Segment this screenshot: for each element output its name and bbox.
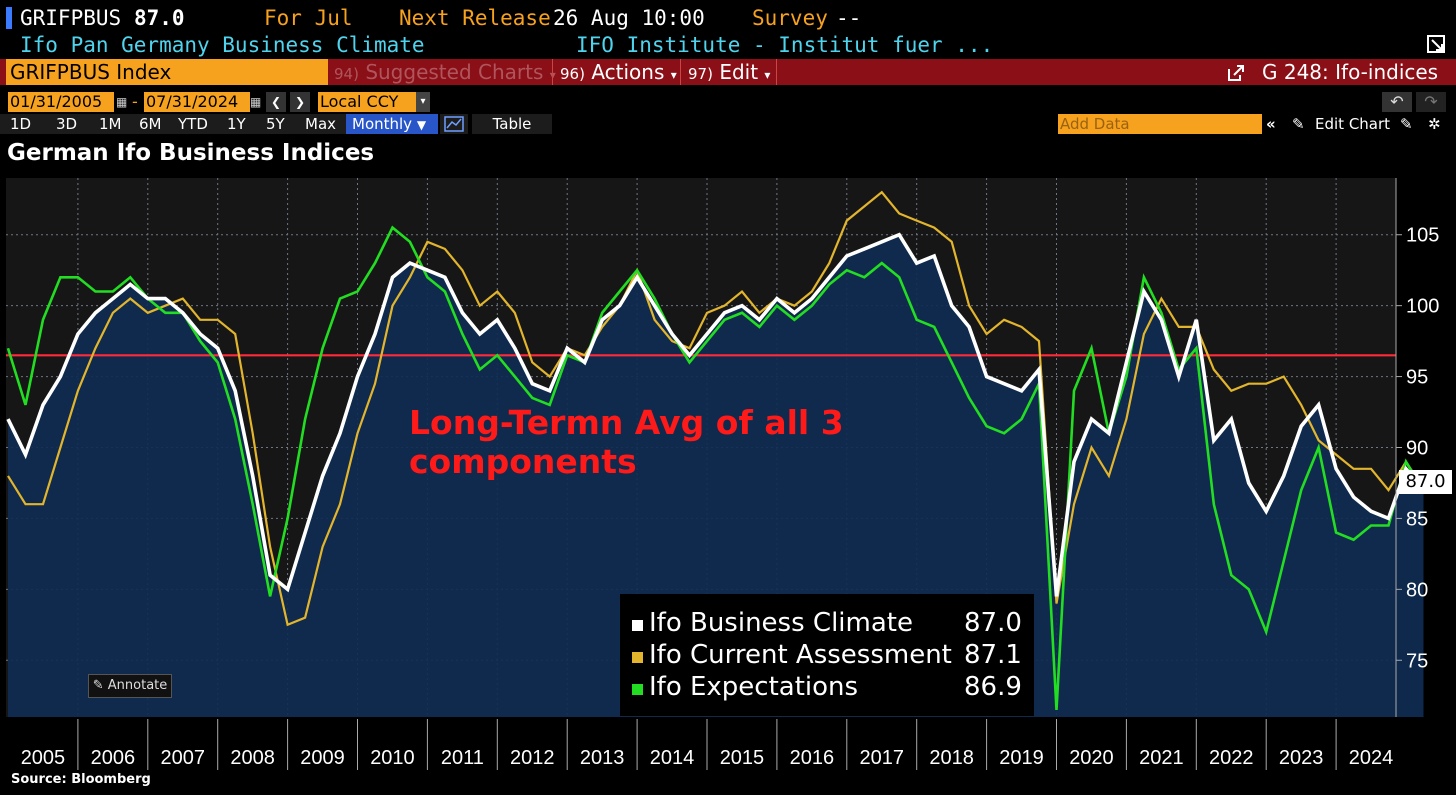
security-description: Ifo Pan Germany Business Climate IFO Ins… [0, 32, 1456, 58]
last-value: 87.0 [134, 6, 185, 30]
x-tick-label: 2010 [370, 747, 415, 769]
end-calendar-icon[interactable]: ▦ [250, 95, 262, 109]
ticker[interactable]: GRIFPBUS [20, 6, 122, 30]
legend-swatch [632, 652, 643, 663]
x-tick-label: 2018 [929, 747, 974, 769]
frequency-select[interactable]: Monthly ▼ [346, 114, 438, 134]
x-tick-label: 2011 [441, 747, 484, 769]
source-note: Source: Bloomberg [11, 772, 151, 787]
series-line-current-assessment [7, 190, 1425, 627]
x-tick-label: 2013 [580, 747, 625, 769]
legend-item-business-climate: Ifo Business Climate 87.0 [632, 608, 1032, 638]
function-toolbar: GRIFPBUS Index 94) Suggested Charts ▾ 96… [0, 59, 1456, 85]
last-value-badge: 87.0 [1399, 470, 1452, 494]
next-release-value: 26 Aug 10:00 [553, 6, 705, 30]
x-tick-label: 2024 [1349, 747, 1394, 769]
security-header: GRIFPBUS 87.0 For Jul Next Release 26 Au… [0, 4, 1456, 30]
x-tick-label: 2017 [860, 747, 905, 769]
currency-dropdown-icon[interactable]: ▾ [416, 92, 430, 112]
x-tick-label: 2023 [1279, 747, 1324, 769]
date-separator: - [132, 92, 138, 111]
gear-icon[interactable]: ✲ [1428, 115, 1441, 133]
x-axis: 2005 2006 2007 2008 2009 2010 2011 2012 2013 2014… [21, 719, 1394, 770]
legend-swatch [632, 620, 643, 631]
x-tick-label: 2012 [510, 747, 555, 769]
add-data-input[interactable]: Add Data [1058, 114, 1262, 134]
date-range-bar: 01/31/2005 ▦ - 07/31/2024 ▦ ❮ ❯ Local CC… [0, 92, 1456, 112]
x-tick-label: 2015 [720, 747, 765, 769]
x-tick-label: 2016 [790, 747, 835, 769]
period-5y[interactable]: 5Y [266, 115, 285, 133]
x-tick-label: 2007 [161, 747, 206, 769]
period-3d[interactable]: 3D [56, 115, 78, 133]
x-tick-label: 2014 [650, 747, 695, 769]
redo-icon[interactable]: ↷ [1416, 92, 1446, 112]
next-release-label: Next Release [399, 6, 551, 30]
prev-period-button[interactable]: ❮ [266, 92, 286, 112]
actions-menu[interactable]: 96) Actions ▾ [560, 60, 677, 84]
currency-select[interactable]: Local CCY [318, 92, 416, 112]
source-institute: IFO Institute - Institut fuer ... [576, 33, 994, 57]
x-tick-label: 2022 [1209, 747, 1254, 769]
security-marker-icon [6, 7, 12, 29]
survey-label: Survey [752, 6, 828, 30]
climate-area-fill [8, 234, 1424, 717]
next-period-button[interactable]: ❯ [290, 92, 310, 112]
legend-item-expectations: Ifo Expectations 86.9 [632, 672, 1032, 702]
collapse-icon[interactable]: « [1266, 115, 1276, 133]
series-line-expectations [6, 225, 1425, 710]
y-tick-label: 75 [1406, 650, 1428, 672]
x-tick-label: 2019 [999, 747, 1044, 769]
end-date-input[interactable]: 07/31/2024 [144, 92, 250, 112]
chart-id[interactable]: G 248: Ifo-indices [1262, 60, 1439, 84]
period-ytd[interactable]: YTD [178, 115, 208, 133]
line-chart-icon[interactable] [440, 114, 468, 134]
x-tick-label: 2006 [91, 747, 136, 769]
chart-settings-icon[interactable]: ✎ [1400, 115, 1413, 133]
start-date-input[interactable]: 01/31/2005 [8, 92, 114, 112]
annotate-button[interactable]: ✎ Annotate [88, 674, 172, 698]
y-tick-label: 95 [1406, 367, 1428, 389]
x-tick-label: 2020 [1069, 747, 1114, 769]
y-tick-label: 105 [1406, 225, 1439, 247]
launch-icon[interactable] [1226, 63, 1246, 83]
start-calendar-icon[interactable]: ▦ [116, 95, 128, 109]
period-bar: 1D 3D 1M 6M YTD 1Y 5Y Max Monthly ▼ Tabl… [0, 114, 1456, 136]
description: Ifo Pan Germany Business Climate [20, 33, 425, 57]
y-tick-label: 85 [1406, 508, 1428, 530]
pencil-icon: ✎ [1292, 115, 1305, 133]
survey-value: -- [836, 6, 862, 30]
undo-icon[interactable]: ↶ [1382, 92, 1412, 112]
edit-menu[interactable]: 97) Edit ▾ [688, 60, 771, 84]
x-tick-label: 2009 [300, 747, 345, 769]
suggested-charts-menu[interactable]: 94) Suggested Charts ▾ [334, 60, 556, 84]
x-tick-label: 2008 [230, 747, 275, 769]
legend-swatch [632, 684, 643, 695]
popout-icon[interactable] [1426, 34, 1448, 56]
y-tick-label: 80 [1406, 579, 1428, 601]
period-6m[interactable]: 6M [139, 115, 162, 133]
chart-title: German Ifo Business Indices [7, 140, 375, 166]
period-1y[interactable]: 1Y [227, 115, 246, 133]
table-button[interactable]: Table [472, 114, 552, 134]
average-annotation: Long-Termn Avg of all 3 components [409, 403, 844, 481]
y-tick-label: 90 [1406, 438, 1428, 460]
edit-chart-button[interactable]: Edit Chart [1315, 115, 1391, 133]
x-tick-label: 2005 [21, 747, 66, 769]
x-tick-label: 2021 [1139, 747, 1184, 769]
period-max[interactable]: Max [305, 115, 337, 133]
series-line-business-climate [6, 232, 1425, 597]
period-1d[interactable]: 1D [10, 115, 32, 133]
legend: Ifo Business Climate 87.0 Ifo Current As… [620, 594, 1034, 716]
period-label: For Jul [264, 6, 353, 30]
legend-item-current-assessment: Ifo Current Assessment 87.1 [632, 640, 1032, 670]
security-field[interactable]: GRIFPBUS Index [6, 59, 328, 85]
y-tick-label: 100 [1406, 296, 1439, 318]
period-1m[interactable]: 1M [99, 115, 122, 133]
y-axis: 75 80 85 90 95 100 105 [1395, 178, 1439, 717]
